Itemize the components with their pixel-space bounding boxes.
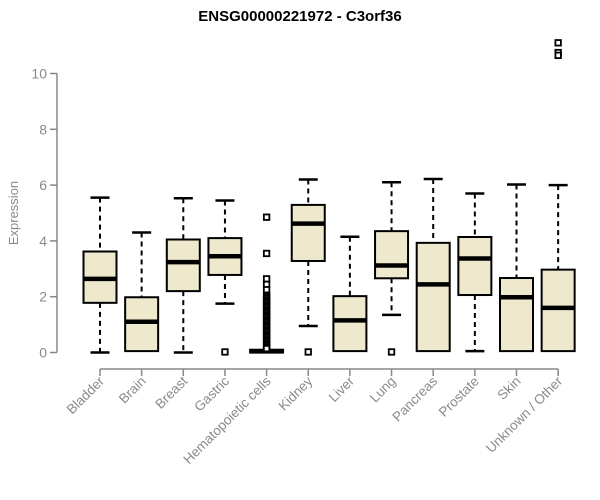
outlier-point [221, 348, 229, 356]
box-brain [124, 231, 160, 353]
outlier-point [387, 348, 396, 356]
box-liver [332, 235, 368, 353]
box-pancreas [415, 177, 451, 353]
y-tick-label: 6 [39, 177, 47, 193]
x-tick-label-gastric: Gastric [191, 373, 232, 414]
box-gastric [207, 199, 243, 356]
outlier-point [262, 286, 271, 294]
box-rect [457, 235, 493, 297]
box-rect [124, 296, 160, 353]
y-tick-label: 10 [31, 66, 47, 82]
box-unknown-other [540, 39, 576, 353]
box-rect [374, 230, 410, 280]
boxplots [82, 39, 576, 356]
box-rect [332, 295, 368, 353]
box-rect [415, 241, 451, 353]
outlier-point [554, 51, 562, 60]
x-tick-label-bladder: Bladder [64, 373, 108, 417]
outlier-point [262, 275, 271, 283]
y-tick-label: 4 [39, 233, 47, 249]
x-tick-label-skin: Skin [494, 374, 523, 403]
x-tick-label-brain: Brain [116, 374, 149, 407]
outlier-point [262, 213, 271, 221]
box-rect [499, 277, 534, 353]
x-tick-label-prostate: Prostate [436, 374, 482, 420]
box-prostate [457, 192, 493, 353]
x-tick-label-unknown-other: Unknown / Other [483, 373, 566, 456]
x-tick-label-pancreas: Pancreas [389, 373, 440, 424]
box-rect [165, 238, 201, 293]
y-tick-label: 8 [39, 121, 47, 137]
x-tick-label-liver: Liver [326, 373, 358, 405]
x-tick-label-kidney: Kidney [276, 373, 316, 413]
y-axis-label: Expression [6, 181, 21, 245]
box-kidney [290, 178, 326, 356]
x-tick-label-breast: Breast [152, 373, 190, 411]
box-bladder [82, 196, 118, 354]
x-tick-label-lung: Lung [367, 374, 399, 406]
y-tick-label: 0 [39, 345, 47, 361]
outlier-point [262, 344, 271, 353]
outlier-point [262, 249, 271, 258]
box-rect [290, 203, 326, 262]
box-hematopoietic-cells [249, 213, 285, 354]
box-breast [165, 196, 201, 354]
y-tick-label: 2 [39, 289, 47, 305]
box-skin [499, 183, 534, 353]
box-lung [374, 181, 410, 356]
outlier-point [554, 39, 562, 47]
outlier-point [304, 348, 312, 356]
chart-title: ENSG00000221972 - C3orf36 [198, 8, 401, 25]
box-rect [540, 268, 576, 353]
